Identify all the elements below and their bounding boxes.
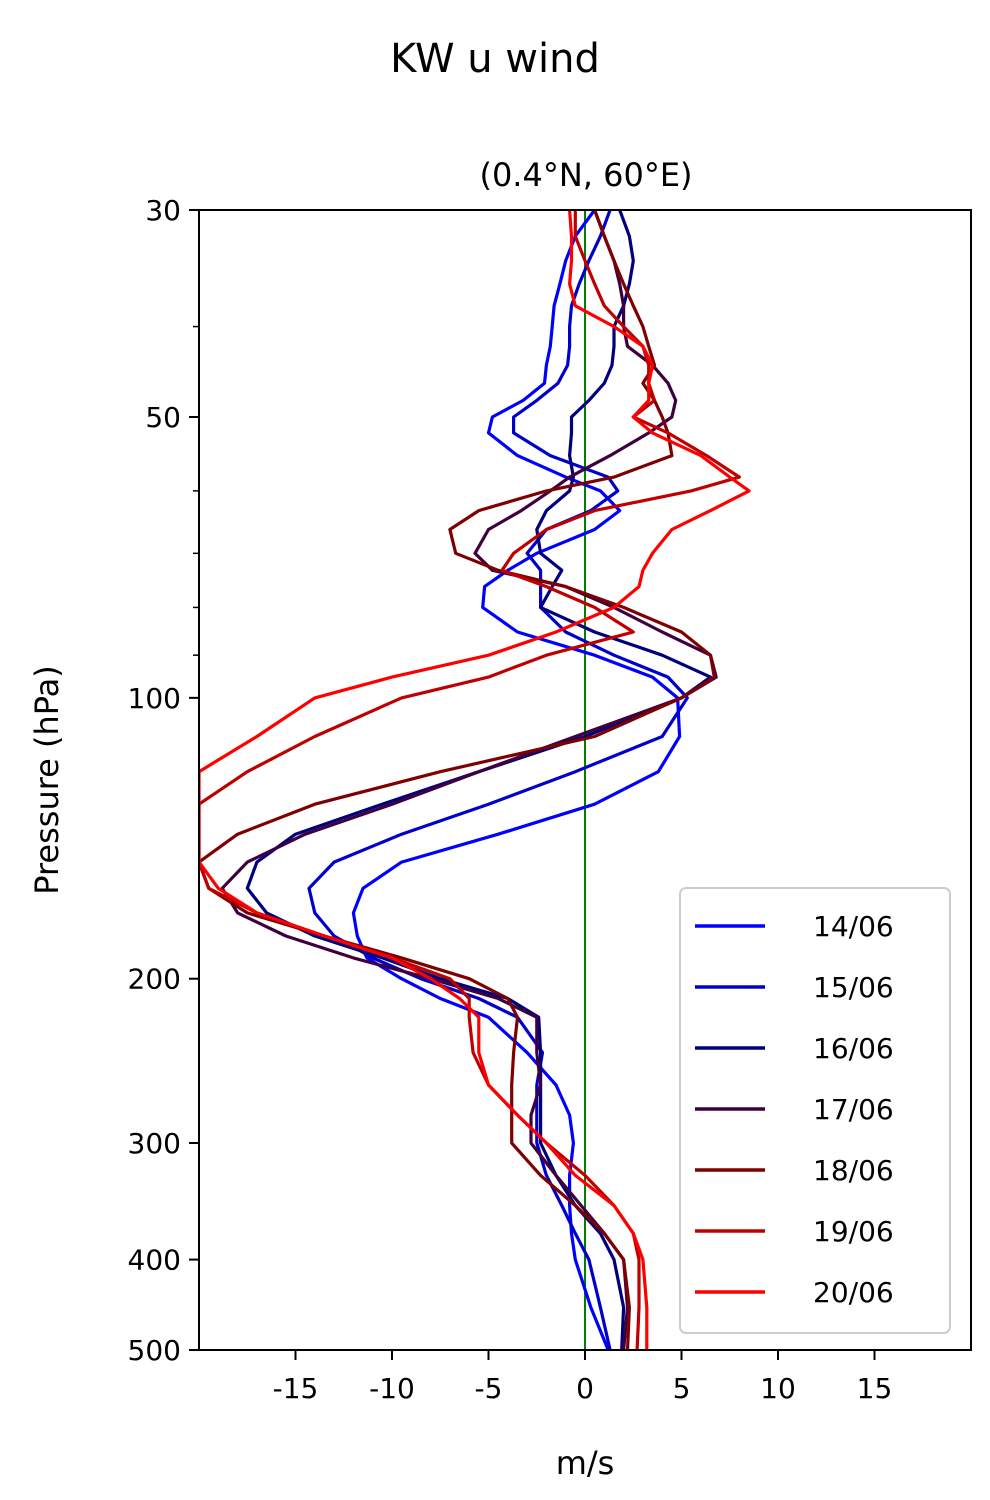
legend-label: 17/06 xyxy=(813,1093,894,1126)
y-tick-label: 400 xyxy=(128,1244,181,1277)
series-line-1 xyxy=(351,210,682,1350)
legend-box xyxy=(679,887,951,1334)
series-line-3 xyxy=(245,210,713,1350)
y-axis-label: Pressure (hPa) xyxy=(28,665,66,895)
series-layer xyxy=(199,210,751,1350)
x-tick-label: 0 xyxy=(576,1372,594,1405)
x-tick-label: 15 xyxy=(857,1372,893,1405)
x-axis: -15 -10 -5 0 5 10 15 xyxy=(273,1350,893,1405)
y-tick-label: 30 xyxy=(145,194,181,227)
x-tick-label: 5 xyxy=(673,1372,691,1405)
x-axis-label: m/s xyxy=(556,1444,615,1482)
series-line-4 xyxy=(220,210,718,1350)
series-line-7 xyxy=(199,210,751,1350)
x-tick-label: -5 xyxy=(475,1372,503,1405)
legend-label: 16/06 xyxy=(813,1032,894,1065)
x-tick-label: -10 xyxy=(369,1372,415,1405)
y-tick-label: 300 xyxy=(128,1127,181,1160)
chart-title: KW u wind xyxy=(390,36,600,82)
x-tick-label: 10 xyxy=(760,1372,796,1405)
legend-label: 15/06 xyxy=(813,971,894,1004)
legend-label: 18/06 xyxy=(813,1154,894,1187)
series-line-5 xyxy=(199,210,716,1350)
y-tick-label: 500 xyxy=(128,1334,181,1367)
chart-subtitle: (0.4°N, 60°E) xyxy=(479,156,692,194)
y-tick-label: 100 xyxy=(128,682,181,715)
x-tick-label: -15 xyxy=(273,1372,319,1405)
legend-label: 19/06 xyxy=(813,1215,894,1248)
y-axis: 30 50 100 200 300 400 500 xyxy=(128,194,199,1367)
y-tick-label: 50 xyxy=(145,401,181,434)
y-tick-label: 200 xyxy=(128,963,181,996)
legend-label: 20/06 xyxy=(813,1276,894,1309)
legend-label: 14/06 xyxy=(813,910,894,943)
legend: 14/06 15/06 16/06 17/06 18/06 19/06 20/06 xyxy=(679,887,951,1334)
